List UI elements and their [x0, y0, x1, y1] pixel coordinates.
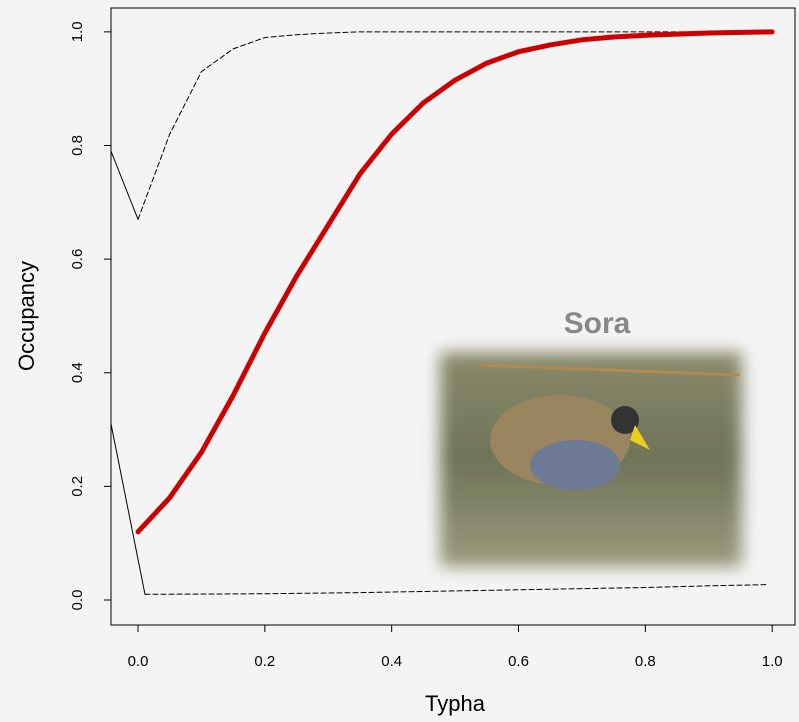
x-tick-label: 0.0 — [128, 653, 149, 670]
x-axis-title: Typha — [425, 691, 486, 716]
y-tick-label: 0.6 — [69, 249, 86, 270]
y-tick-label: 0.4 — [69, 362, 86, 383]
y-tick-label: 0.0 — [69, 590, 86, 611]
annotation: Sora — [564, 307, 631, 340]
series-line — [144, 584, 767, 595]
x-tick-label: 0.4 — [381, 653, 402, 670]
series-line — [135, 29, 775, 535]
series-line — [110, 423, 146, 595]
series-line — [137, 31, 773, 220]
y-tick-label: 1.0 — [69, 21, 86, 42]
plot-frame — [110, 7, 796, 626]
y-axis-title: Occupancy — [14, 261, 39, 371]
bird-photo — [440, 352, 742, 567]
y-tick-label: 0.8 — [69, 135, 86, 156]
x-tick-label: 1.0 — [762, 653, 783, 670]
x-tick-label: 0.6 — [508, 653, 529, 670]
x-tick-label: 0.8 — [635, 653, 656, 670]
y-tick-label: 0.2 — [69, 476, 86, 497]
x-tick-label: 0.2 — [254, 653, 275, 670]
series-line — [110, 150, 139, 220]
